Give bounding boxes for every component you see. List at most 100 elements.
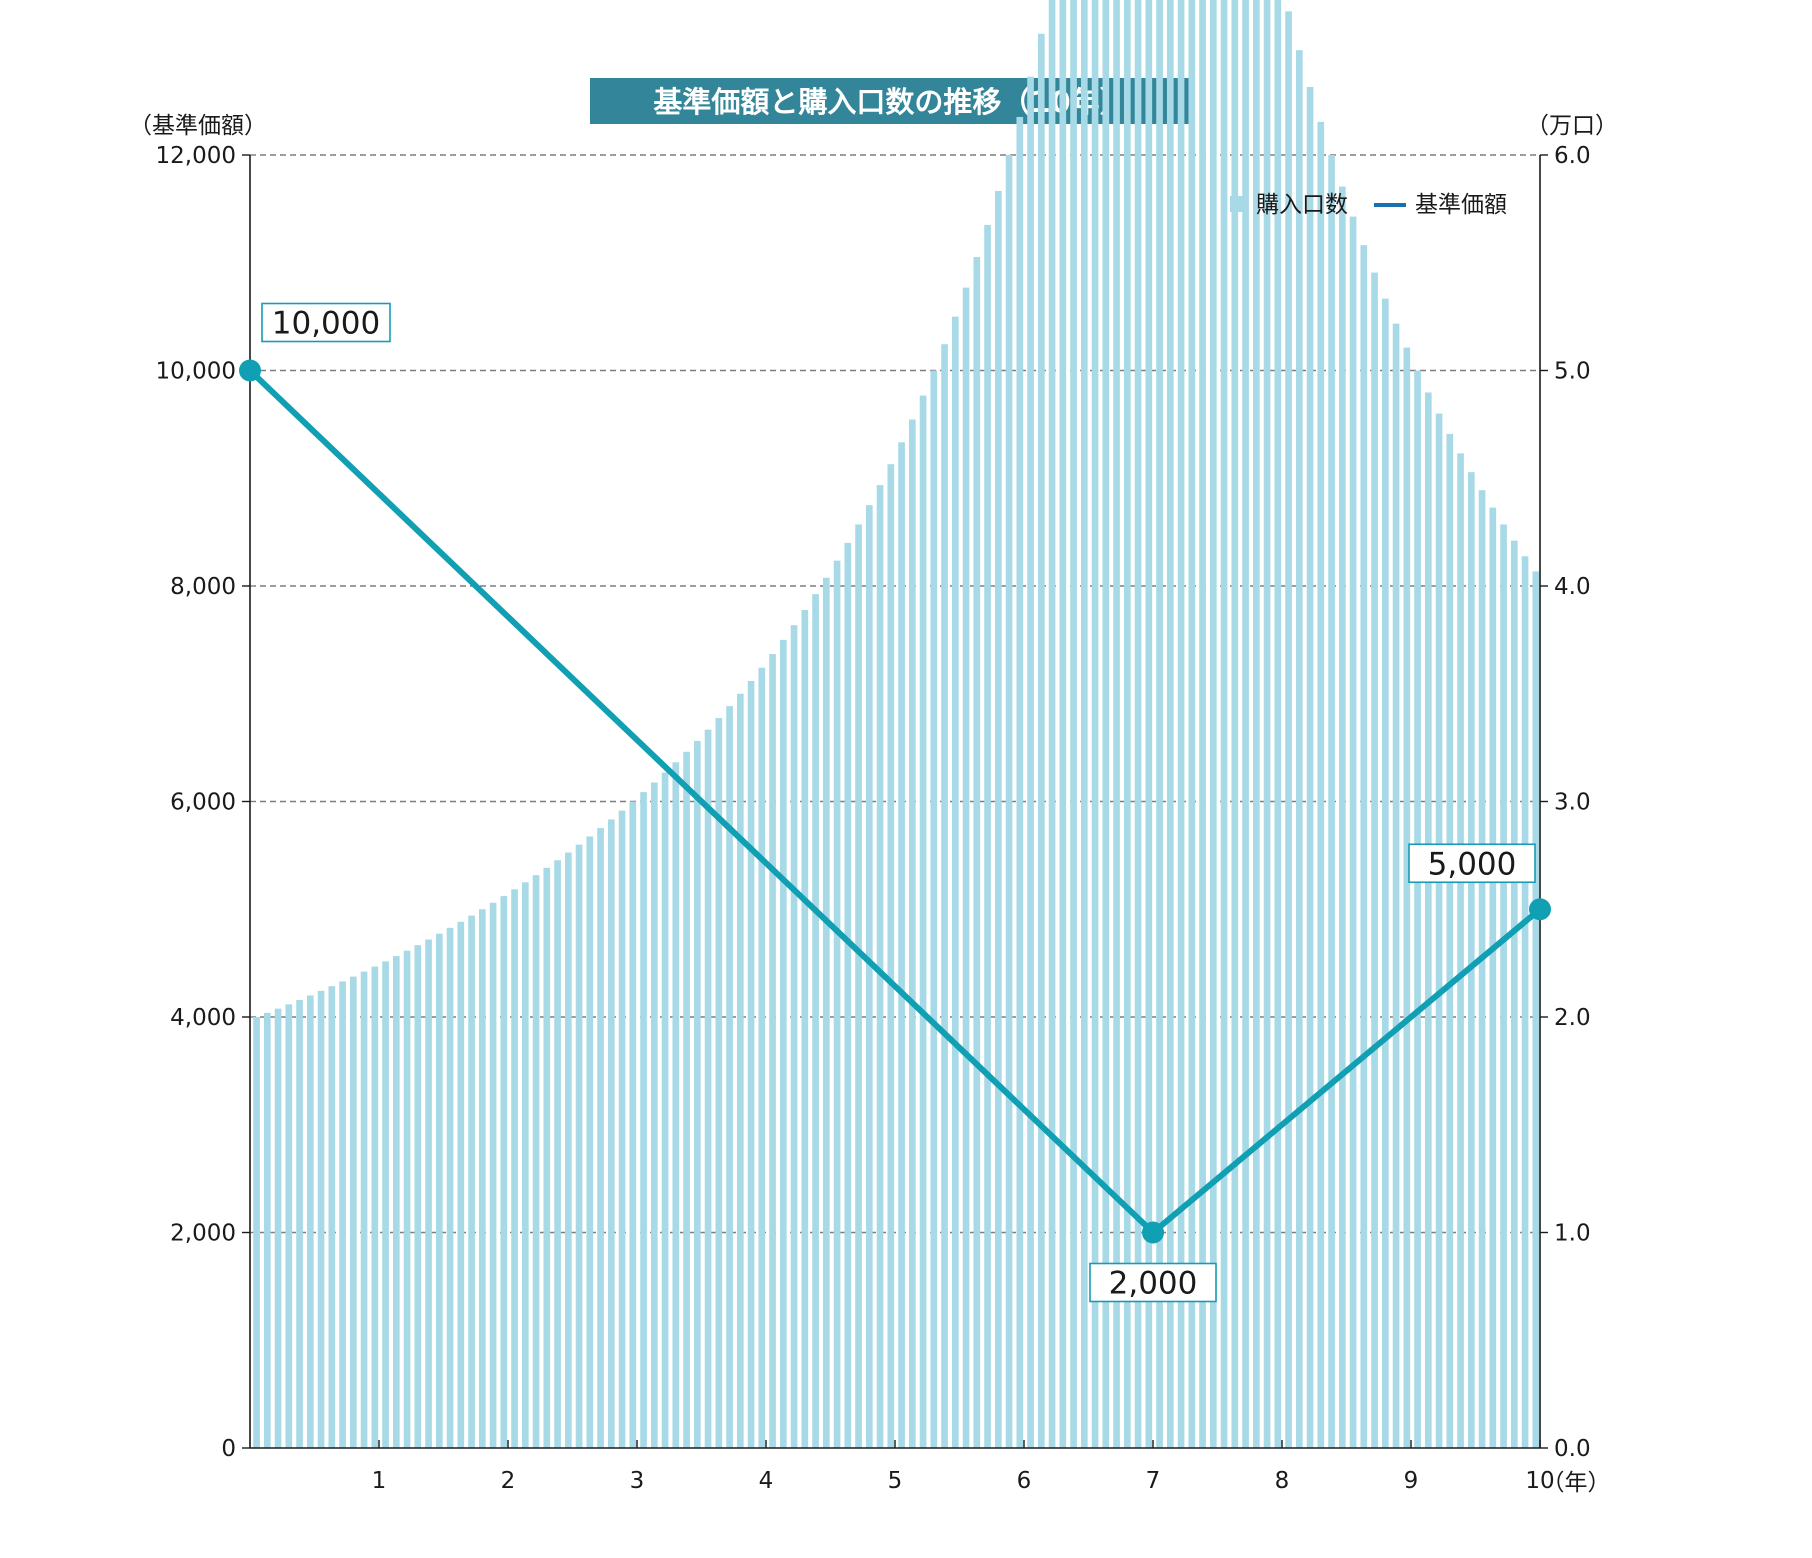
data-label: 10,000 [272,306,380,342]
left-axis-unit: （基準価額） [129,113,267,139]
bar [1500,524,1507,1448]
bar [1209,0,1217,1448]
bar [253,1017,260,1448]
right-axis-tick-label: 6.0 [1554,143,1591,169]
bar [1338,186,1346,1448]
legend-bar-swatch [1230,196,1246,212]
bar-layer [253,0,1540,1449]
bar [919,395,927,1449]
bar [769,654,776,1448]
left-axis-tick-label: 6,000 [170,790,236,816]
bar [629,801,637,1448]
bar [1005,155,1013,1448]
bar [1424,392,1432,1449]
bar [511,889,518,1448]
bar [1446,433,1454,1449]
legend-bar-label: 購入口数 [1256,192,1348,218]
left-axis-tick-label: 8,000 [170,574,236,600]
x-axis-tick-label: 6 [1017,1468,1032,1494]
bar [1080,0,1088,1448]
bar [1037,33,1045,1448]
bar [1027,76,1034,1449]
bar [435,933,443,1448]
bar [812,594,819,1448]
bar [328,986,336,1448]
bar [865,505,873,1448]
x-axis-tick-label: 8 [1275,1468,1290,1494]
bar [618,810,626,1448]
price-point [1529,898,1551,921]
bar [349,976,357,1448]
bar [586,836,594,1448]
bar [1435,413,1443,1449]
bar [360,971,368,1448]
left-axis-tick-label: 2,000 [170,1221,236,1247]
bar [844,542,852,1448]
bar [726,706,733,1448]
bar [1113,0,1120,1448]
x-axis-unit: （年） [1542,1470,1611,1496]
bar [951,316,959,1448]
bar [683,751,690,1448]
x-axis-tick-label: 9 [1404,1468,1419,1494]
bar [468,915,475,1448]
bar [500,896,508,1448]
bar [554,860,561,1448]
bar [1059,0,1067,1448]
bar [833,560,841,1448]
bar [607,819,615,1448]
bar [1521,556,1529,1448]
bar [1134,0,1142,1448]
right-axis-tick-label: 4.0 [1554,574,1591,600]
bar [1091,0,1099,1448]
bar [1252,0,1260,1448]
bar [1188,0,1196,1448]
bar [446,927,454,1448]
bar [339,981,346,1448]
left-axis-tick-label: 4,000 [170,1005,236,1031]
price-point [1142,1221,1164,1244]
bar [822,577,830,1448]
bar [930,370,938,1448]
bar [1123,0,1131,1448]
x-axis-tick-label: 2 [501,1468,516,1494]
bar [1048,0,1056,1449]
bar [478,909,486,1448]
bar [1016,116,1024,1449]
bar [1328,155,1335,1448]
bar [650,782,658,1448]
legend: 購入口数 基準価額 [1230,192,1507,218]
right-axis-tick-label: 1.0 [1554,1221,1591,1247]
bar [1392,323,1400,1449]
bar [962,287,970,1449]
bar [306,995,314,1448]
bar [661,772,669,1448]
bar [876,485,884,1448]
left-axis-tick-label: 12,000 [156,143,236,169]
bar [898,442,905,1448]
bar [532,875,540,1448]
data-label-box [261,302,391,343]
bar [779,639,787,1448]
bar [801,609,809,1448]
bar [1306,86,1314,1448]
bar [285,1004,293,1448]
right-axis-tick-label: 2.0 [1554,1005,1591,1031]
bar [994,190,1002,1449]
bar [758,667,766,1448]
bar [489,902,497,1448]
chart-title-background [590,78,1192,124]
bar [1349,216,1357,1449]
x-axis-tick-label: 10 [1525,1468,1554,1494]
bar [1242,0,1249,1448]
right-axis-tick-label: 3.0 [1554,790,1591,816]
right-axis-unit: （万口） [1526,113,1618,139]
data-label-box [1089,1262,1217,1303]
bar [425,939,432,1448]
bar [855,524,862,1448]
bar [693,740,701,1448]
bar [521,882,529,1448]
bar [403,950,411,1448]
left-axis-tick-label: 0 [221,1436,236,1462]
